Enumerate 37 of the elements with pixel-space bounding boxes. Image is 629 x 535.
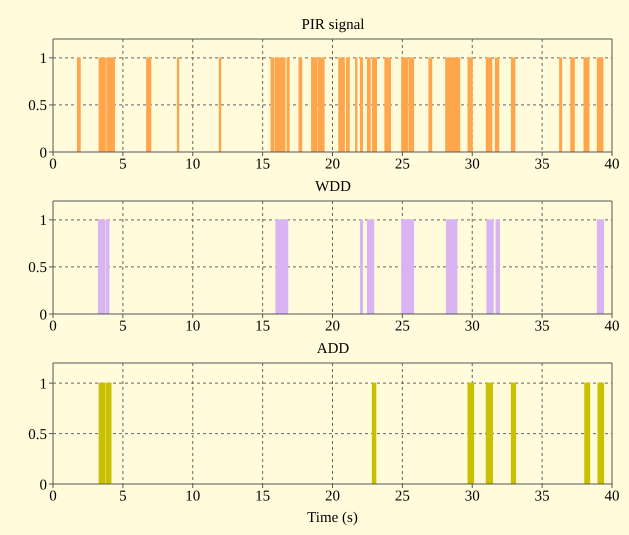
y-tick-label: 1 [40,51,47,68]
x-tick-label: 20 [325,156,340,173]
x-tick-label: 30 [464,318,480,335]
x-tick-label: 30 [464,156,480,173]
x-tick-label: 35 [534,156,550,173]
x-tick-label: 15 [255,488,270,505]
y-tick-label: 0 [40,145,47,162]
y-tick-label: 1 [40,376,47,392]
chart-title: PIR signal [300,16,366,35]
x-tick-label: 40 [604,156,620,173]
x-tick-label: 30 [464,488,480,505]
y-tick-label: 0 [40,307,47,324]
x-tick-label: 25 [394,318,410,335]
x-tick-label: 35 [534,318,550,335]
x-tick-label: 10 [185,488,200,505]
x-tick-label: 40 [604,318,620,335]
x-tick-label: 15 [255,156,270,173]
x-tick-label: 10 [185,156,200,173]
y-tick-label: 0.5 [28,426,47,443]
x-tick-label: 25 [394,156,410,173]
y-tick-label: 1 [40,213,47,230]
x-tick-label: 40 [604,488,620,505]
x-tick-label: 5 [119,156,127,173]
y-tick-label: 0.5 [28,98,47,114]
x-tick-label: 15 [255,318,270,335]
x-tick-label: 20 [325,318,340,335]
chart-title: ADD [316,340,350,359]
chart-title: WDD [314,178,352,197]
y-tick-label: 0.5 [28,260,47,276]
x-tick-label: 10 [185,318,200,335]
x-tick-label: 25 [394,488,410,505]
x-axis-title: Time (s) [307,510,358,526]
y-tick-label: 0 [40,477,47,494]
x-tick-label: 5 [119,488,127,505]
x-tick-label: 5 [119,318,127,335]
x-tick-label: 35 [534,488,550,505]
x-tick-label: 20 [325,488,340,505]
